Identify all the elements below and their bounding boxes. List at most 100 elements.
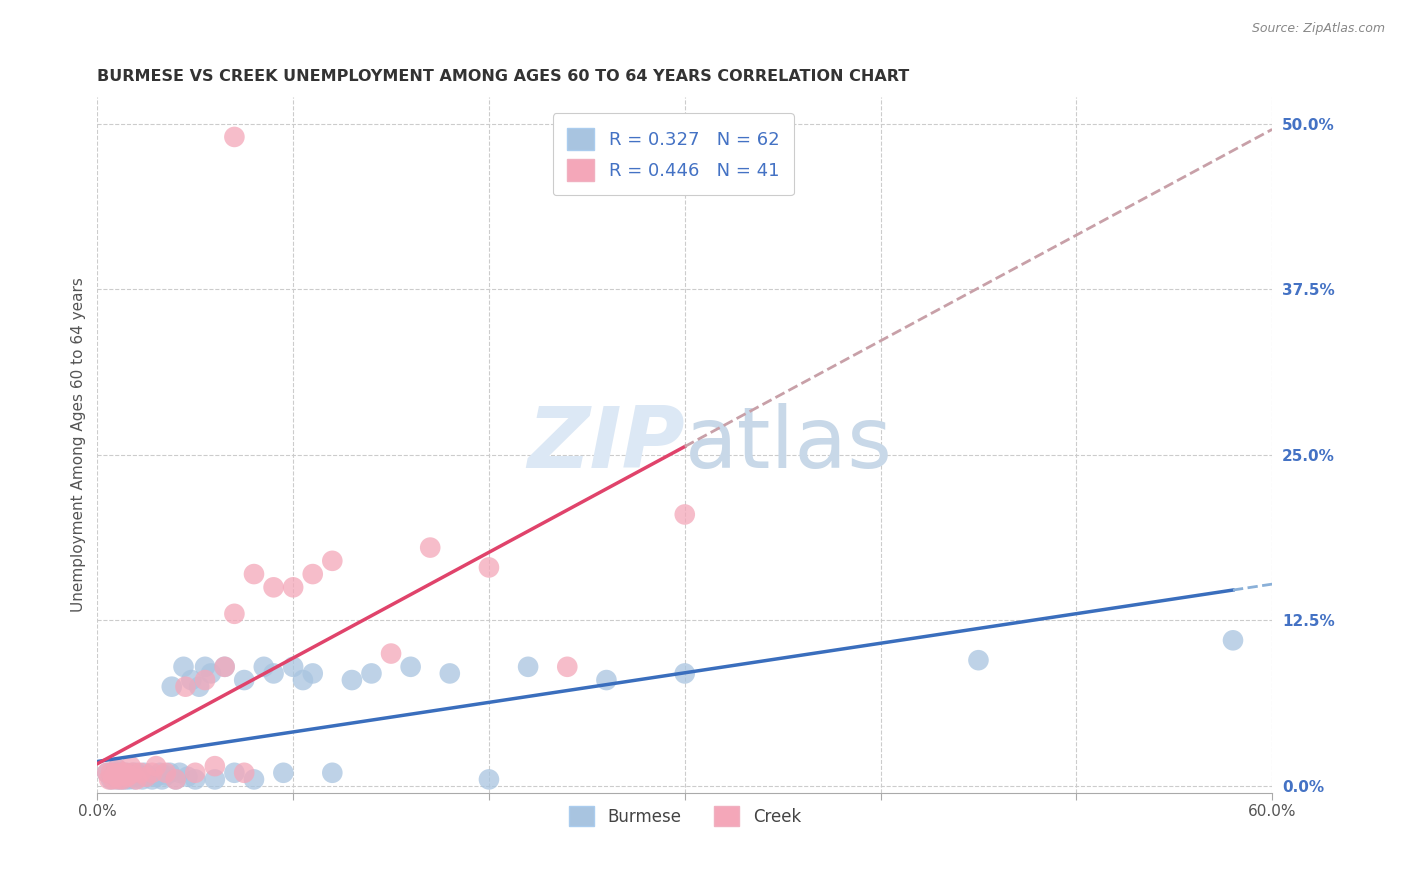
Point <box>419 541 441 555</box>
Point <box>105 762 128 776</box>
Point <box>100 772 122 787</box>
Point <box>108 770 131 784</box>
Point <box>114 765 136 780</box>
Point <box>129 768 152 782</box>
Point <box>149 765 172 780</box>
Point <box>96 765 118 780</box>
Point <box>233 673 256 687</box>
Point <box>273 765 295 780</box>
Point <box>194 660 217 674</box>
Point <box>135 770 157 784</box>
Point <box>478 560 501 574</box>
Legend: Burmese, Creek: Burmese, Creek <box>562 799 807 833</box>
Point <box>478 772 501 787</box>
Point <box>125 772 148 787</box>
Point <box>96 765 118 780</box>
Y-axis label: Unemployment Among Ages 60 to 64 years: Unemployment Among Ages 60 to 64 years <box>72 277 86 613</box>
Point <box>120 759 142 773</box>
Point <box>233 765 256 780</box>
Point <box>115 765 138 780</box>
Point <box>321 554 343 568</box>
Point <box>110 765 132 780</box>
Point <box>165 772 187 787</box>
Point <box>184 765 207 780</box>
Point <box>104 765 127 780</box>
Point <box>101 768 124 782</box>
Point <box>129 765 152 780</box>
Point <box>243 567 266 582</box>
Point <box>263 666 285 681</box>
Text: atlas: atlas <box>685 403 893 486</box>
Point <box>188 680 211 694</box>
Point <box>180 673 202 687</box>
Point <box>169 765 191 780</box>
Point <box>555 660 578 674</box>
Point <box>145 770 167 784</box>
Point <box>214 660 236 674</box>
Point <box>224 130 246 145</box>
Text: BURMESE VS CREEK UNEMPLOYMENT AMONG AGES 60 TO 64 YEARS CORRELATION CHART: BURMESE VS CREEK UNEMPLOYMENT AMONG AGES… <box>97 69 910 84</box>
Point <box>439 666 461 681</box>
Point <box>224 765 246 780</box>
Point <box>967 653 990 667</box>
Point <box>141 765 163 780</box>
Point <box>283 660 305 674</box>
Point <box>176 770 198 784</box>
Point <box>283 580 305 594</box>
Point <box>340 673 363 687</box>
Point <box>115 770 138 784</box>
Point <box>1222 633 1244 648</box>
Point <box>204 772 226 787</box>
Point <box>135 770 157 784</box>
Point <box>98 772 121 787</box>
Point <box>136 768 159 782</box>
Point <box>160 680 183 694</box>
Point <box>165 772 187 787</box>
Point <box>105 765 128 780</box>
Point <box>150 772 173 787</box>
Point <box>204 759 226 773</box>
Text: Source: ZipAtlas.com: Source: ZipAtlas.com <box>1251 22 1385 36</box>
Point <box>173 660 195 674</box>
Point <box>145 759 167 773</box>
Point <box>118 772 141 787</box>
Point <box>673 508 696 522</box>
Point <box>121 765 143 780</box>
Point <box>200 666 222 681</box>
Point <box>321 765 343 780</box>
Point <box>214 660 236 674</box>
Point <box>595 673 617 687</box>
Point <box>301 567 323 582</box>
Point <box>101 772 124 787</box>
Point <box>194 673 217 687</box>
Point <box>100 765 122 780</box>
Point <box>105 762 128 776</box>
Point <box>124 772 146 787</box>
Point <box>121 765 143 780</box>
Point <box>125 770 148 784</box>
Point <box>360 666 382 681</box>
Point <box>184 772 207 787</box>
Point <box>243 772 266 787</box>
Point <box>517 660 540 674</box>
Point <box>110 772 132 787</box>
Point <box>134 765 156 780</box>
Point <box>291 673 314 687</box>
Point <box>253 660 276 674</box>
Point <box>131 772 153 787</box>
Point <box>224 607 246 621</box>
Point <box>111 765 134 780</box>
Point <box>115 770 138 784</box>
Point <box>111 772 134 787</box>
Point <box>174 680 197 694</box>
Point <box>114 772 136 787</box>
Point <box>159 765 181 780</box>
Point <box>155 765 177 780</box>
Point <box>105 770 128 784</box>
Point <box>118 768 141 782</box>
Point <box>263 580 285 594</box>
Point <box>105 772 128 787</box>
Point <box>125 765 148 780</box>
Point <box>120 768 142 782</box>
Point <box>141 772 163 787</box>
